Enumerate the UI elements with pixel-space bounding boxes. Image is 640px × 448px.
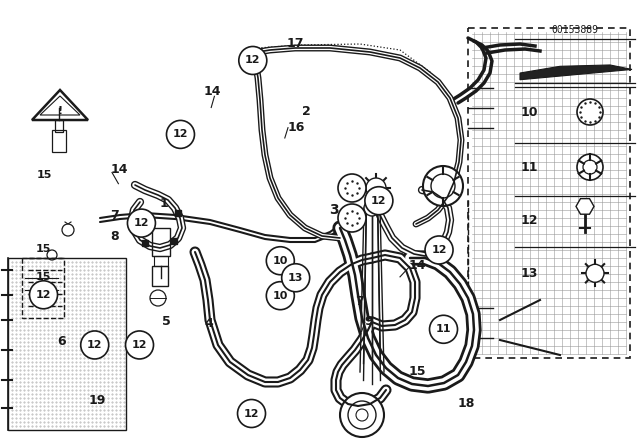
- Text: 9: 9: [365, 315, 373, 328]
- Text: 4: 4: [205, 317, 214, 330]
- Text: 18: 18: [458, 396, 475, 410]
- Text: 15: 15: [35, 272, 51, 282]
- Text: 15: 15: [408, 365, 426, 379]
- Circle shape: [366, 178, 386, 198]
- Text: 19: 19: [88, 393, 106, 407]
- Text: 10: 10: [521, 105, 538, 119]
- Circle shape: [577, 99, 603, 125]
- Text: 12: 12: [521, 214, 538, 227]
- Text: 12: 12: [173, 129, 188, 139]
- Text: 12: 12: [132, 340, 147, 350]
- Circle shape: [125, 331, 154, 359]
- Circle shape: [577, 154, 603, 180]
- Polygon shape: [576, 198, 594, 214]
- Circle shape: [237, 400, 266, 427]
- Text: 13: 13: [288, 273, 303, 283]
- Circle shape: [364, 200, 380, 216]
- Bar: [55, 120, 63, 132]
- Text: 12: 12: [431, 245, 447, 255]
- Text: 5: 5: [162, 315, 171, 328]
- Text: 14: 14: [408, 258, 426, 272]
- Text: 8: 8: [110, 230, 118, 243]
- Text: 12: 12: [134, 218, 149, 228]
- Circle shape: [425, 236, 453, 264]
- Bar: [52, 130, 66, 152]
- Polygon shape: [520, 65, 632, 80]
- Text: 12: 12: [87, 340, 102, 350]
- Text: 7: 7: [355, 294, 364, 308]
- Circle shape: [266, 282, 294, 310]
- Circle shape: [29, 281, 58, 309]
- Text: 12: 12: [244, 409, 259, 418]
- Text: 2: 2: [302, 104, 311, 118]
- Text: 00153889: 00153889: [552, 26, 598, 35]
- Text: 12: 12: [371, 196, 387, 206]
- Text: 1: 1: [160, 197, 169, 211]
- Bar: [8, 258, 126, 430]
- Circle shape: [127, 209, 156, 237]
- Text: 7: 7: [110, 209, 119, 223]
- Circle shape: [338, 204, 366, 232]
- Circle shape: [365, 187, 393, 215]
- Text: 12: 12: [245, 56, 260, 65]
- Text: 13: 13: [521, 267, 538, 280]
- Text: 14: 14: [204, 85, 221, 99]
- Circle shape: [586, 264, 604, 282]
- Text: 17: 17: [287, 37, 304, 51]
- Text: 14: 14: [110, 163, 127, 176]
- Text: !: !: [58, 106, 63, 116]
- Circle shape: [423, 166, 463, 206]
- Text: 15: 15: [37, 170, 52, 180]
- Circle shape: [266, 247, 294, 275]
- Text: 16: 16: [288, 121, 305, 134]
- Bar: [152, 266, 168, 286]
- Bar: [154, 256, 168, 266]
- Text: 15: 15: [35, 244, 51, 254]
- Text: 6: 6: [58, 335, 66, 349]
- Circle shape: [338, 174, 366, 202]
- Text: 10: 10: [273, 291, 288, 301]
- Circle shape: [166, 121, 195, 148]
- Bar: [152, 228, 170, 256]
- Circle shape: [239, 47, 267, 74]
- Text: 11: 11: [521, 160, 538, 174]
- Circle shape: [429, 315, 458, 343]
- Text: 10: 10: [273, 256, 288, 266]
- Bar: [468, 28, 630, 358]
- Circle shape: [282, 264, 310, 292]
- Text: 11: 11: [436, 324, 451, 334]
- Circle shape: [340, 393, 384, 437]
- Text: 3: 3: [330, 202, 339, 217]
- Circle shape: [81, 331, 109, 359]
- Text: 12: 12: [36, 290, 51, 300]
